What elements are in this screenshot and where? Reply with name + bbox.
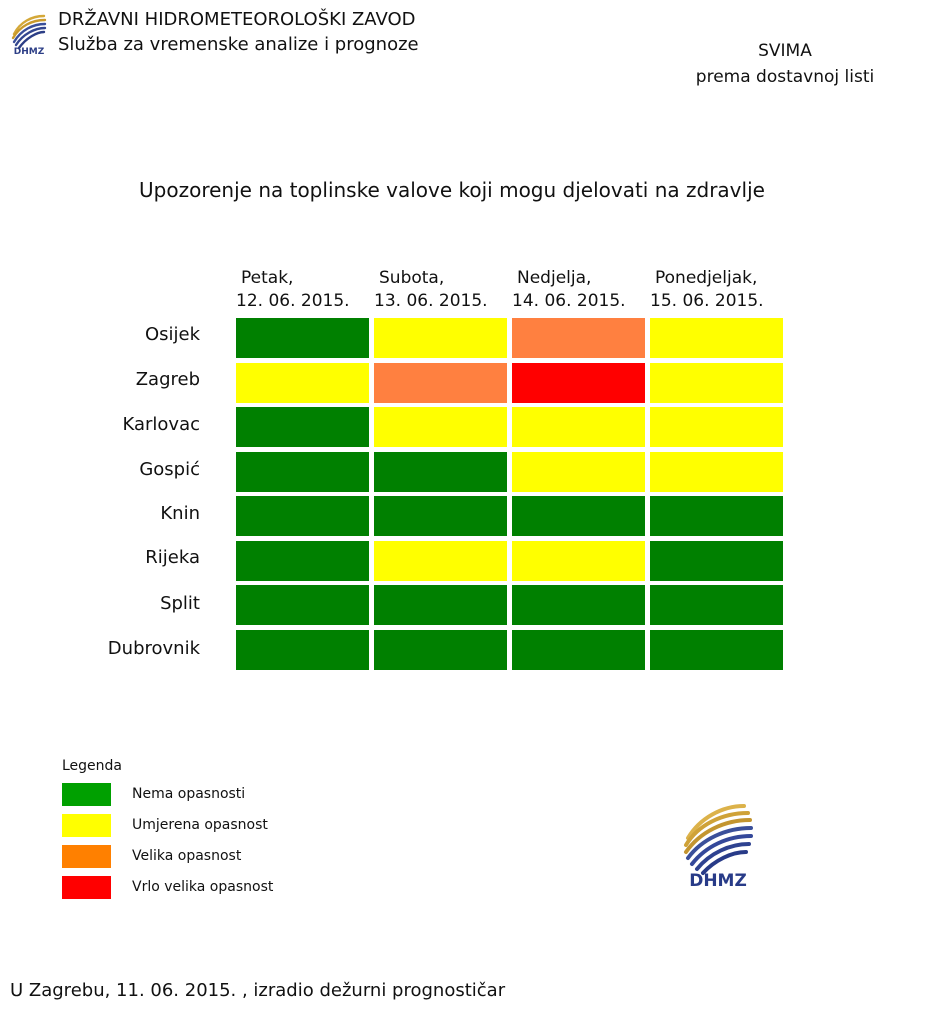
warning-cell xyxy=(512,363,645,403)
warning-cell xyxy=(236,318,369,358)
legend-label-moderate: Umjerena opasnost xyxy=(132,817,268,833)
warning-cell xyxy=(512,630,645,670)
day-date: 15. 06. 2015. xyxy=(650,291,764,311)
legend-swatch-high xyxy=(62,845,111,868)
warning-cell xyxy=(512,318,645,358)
legend-label-none: Nema opasnosti xyxy=(132,786,246,802)
warning-cell xyxy=(374,541,507,581)
footer-issued-line: U Zagrebu, 11. 06. 2015. , izradio dežur… xyxy=(10,980,506,1001)
warning-cell xyxy=(512,407,645,447)
warning-cell xyxy=(374,585,507,625)
warning-cell xyxy=(236,496,369,536)
day-name: Nedjelja, xyxy=(517,268,592,288)
warning-cell xyxy=(374,318,507,358)
day-date: 13. 06. 2015. xyxy=(374,291,488,311)
city-label-osijek: Osijek xyxy=(144,324,200,345)
warning-cell xyxy=(650,407,783,447)
org-header: DRŽAVNI HIDROMETEOROLOŠKI ZAVOD Služba z… xyxy=(58,7,419,57)
warning-cell xyxy=(374,407,507,447)
warning-cell xyxy=(236,407,369,447)
day-name: Ponedjeljak, xyxy=(655,268,758,288)
org-name: DRŽAVNI HIDROMETEOROLOŠKI ZAVOD xyxy=(58,9,416,30)
warning-cell xyxy=(512,541,645,581)
logo-large-text: DHMZ xyxy=(689,871,747,888)
legend-label-high: Velika opasnost xyxy=(132,848,242,864)
city-label-rijeka: Rijeka xyxy=(145,547,200,568)
recipient-line-1: SVIMA xyxy=(758,41,812,61)
city-label-knin: Knin xyxy=(160,503,200,524)
warning-cell xyxy=(374,363,507,403)
warning-cell xyxy=(650,496,783,536)
warning-cell xyxy=(374,452,507,492)
warning-cell xyxy=(236,452,369,492)
warning-cell xyxy=(374,630,507,670)
dhmz-logo-small-icon: DHMZ xyxy=(11,14,47,56)
city-label-gospic: Gospić xyxy=(139,459,200,480)
warning-cell xyxy=(650,452,783,492)
day-header-4: Ponedjeljak, 15. 06. 2015. xyxy=(650,267,764,313)
warning-cell xyxy=(236,630,369,670)
city-label-karlovac: Karlovac xyxy=(122,414,200,435)
day-date: 12. 06. 2015. xyxy=(236,291,350,311)
warning-cell xyxy=(236,585,369,625)
day-name: Petak, xyxy=(241,268,294,288)
warning-cell xyxy=(650,541,783,581)
warning-cell xyxy=(512,585,645,625)
city-label-dubrovnik: Dubrovnik xyxy=(107,638,200,659)
logo-small-text: DHMZ xyxy=(14,47,45,56)
warning-cell xyxy=(512,452,645,492)
dhmz-logo-large-icon: DHMZ xyxy=(684,804,753,888)
day-date: 14. 06. 2015. xyxy=(512,291,626,311)
legend-swatch-very-high xyxy=(62,876,111,899)
day-header-3: Nedjelja, 14. 06. 2015. xyxy=(512,267,626,313)
warning-cell xyxy=(374,496,507,536)
day-header-2: Subota, 13. 06. 2015. xyxy=(374,267,488,313)
legend-swatch-moderate xyxy=(62,814,111,837)
warning-cell xyxy=(650,318,783,358)
recipient-line-2: prema dostavnoj listi xyxy=(695,67,875,87)
legend-label-very-high: Vrlo velika opasnost xyxy=(132,879,274,895)
warning-cell xyxy=(650,363,783,403)
day-header-1: Petak, 12. 06. 2015. xyxy=(236,267,350,313)
city-label-zagreb: Zagreb xyxy=(135,369,200,390)
legend-title: Legenda xyxy=(62,758,123,774)
legend-swatch-none xyxy=(62,783,111,806)
recipient-block: SVIMA prema dostavnoj listi xyxy=(660,38,910,90)
page-title: Upozorenje na toplinske valove koji mogu… xyxy=(139,178,765,202)
warning-cell xyxy=(236,541,369,581)
day-name: Subota, xyxy=(379,268,445,288)
department-name: Služba za vremenske analize i prognoze xyxy=(58,34,419,55)
warning-cell xyxy=(650,630,783,670)
warning-cell xyxy=(236,363,369,403)
city-label-split: Split xyxy=(160,593,200,614)
warning-cell xyxy=(512,496,645,536)
warning-cell xyxy=(650,585,783,625)
